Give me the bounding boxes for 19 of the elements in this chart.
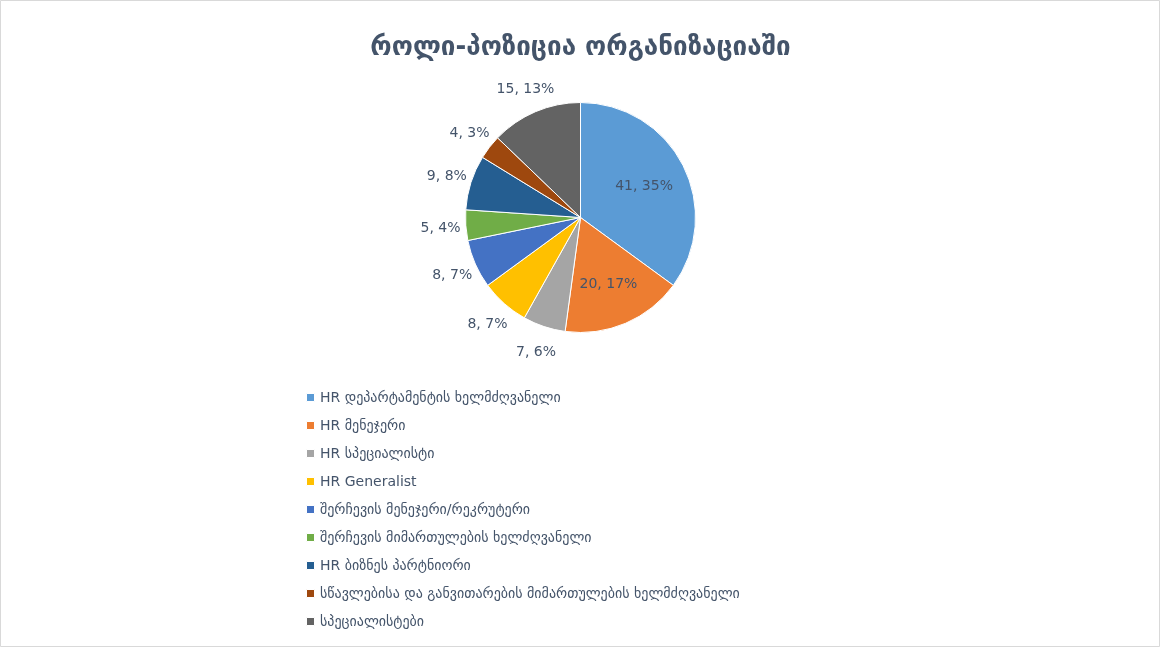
legend-label: სპეციალისტები bbox=[320, 613, 425, 629]
data-label: 9, 8% bbox=[426, 166, 467, 183]
legend-label: HR დეპარტამენტის ხელმძღვანელი bbox=[320, 389, 561, 405]
legend-label: HR ბიზნეს პარტნიორი bbox=[320, 557, 471, 573]
legend-label: HR მენეჯერი bbox=[320, 417, 406, 433]
legend-label: HR Generalist bbox=[320, 473, 417, 489]
legend-label: შერჩევის მენეჯერი/რეკრუტერი bbox=[320, 501, 531, 517]
data-label: 4, 3% bbox=[449, 123, 490, 140]
chart-title: როლი-პოზიცია ორგანიზაციაში bbox=[370, 30, 791, 61]
data-label: 8, 7% bbox=[432, 266, 473, 283]
data-label: 7, 6% bbox=[516, 342, 557, 359]
legend-label: HR სპეციალისტი bbox=[320, 445, 435, 461]
legend-label: სწავლებისა და განვითარების მიმართულების ხელმძღვანელი bbox=[320, 585, 740, 601]
data-label: 5, 4% bbox=[420, 218, 461, 235]
data-label: 41, 35% bbox=[615, 177, 673, 194]
legend-label: შერჩევის მიმართულების ხელძღვანელი bbox=[320, 529, 592, 545]
data-label: 20, 17% bbox=[579, 275, 638, 292]
data-label: 8, 7% bbox=[467, 314, 508, 331]
data-label: 15, 13% bbox=[496, 80, 555, 97]
